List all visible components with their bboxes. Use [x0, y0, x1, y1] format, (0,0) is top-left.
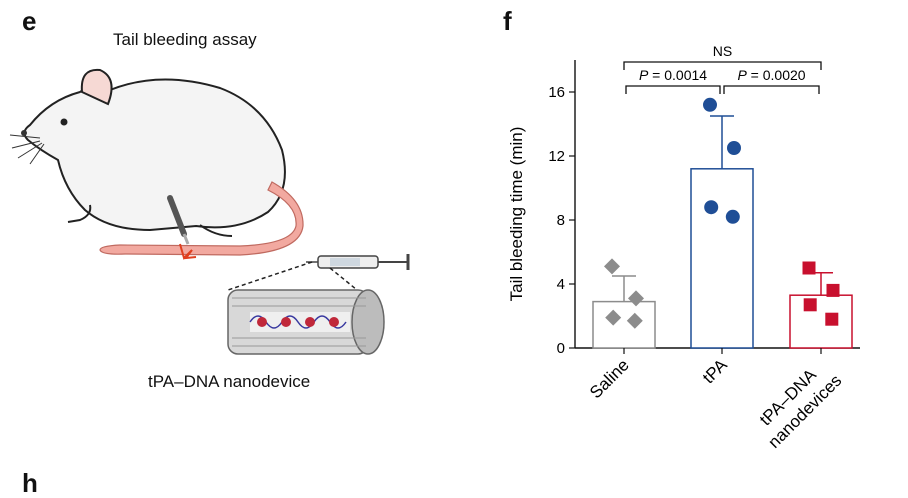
data-point-diamond — [628, 290, 644, 307]
data-point-circle — [727, 141, 741, 155]
panel-letter-h: h — [22, 468, 38, 498]
data-point-diamond — [605, 309, 622, 326]
assay-title: Tail bleeding assay — [113, 30, 257, 49]
data-point-diamond — [626, 312, 643, 329]
x-category-label: tPA–DNAnanodevices — [749, 355, 845, 451]
y-tick-label: 4 — [557, 276, 565, 293]
mouse-illustration — [9, 68, 410, 355]
mouse-eye — [60, 118, 68, 126]
y-tick-label: 16 — [548, 84, 565, 101]
significance-bracket — [723, 85, 820, 94]
y-axis-label: Tail bleeding time (min) — [507, 127, 526, 302]
data-point-circle — [704, 200, 719, 215]
y-tick-label: 8 — [557, 212, 565, 229]
mouse-ear — [80, 68, 113, 106]
y-tick-label: 0 — [557, 340, 565, 357]
significance-label: P = 0.0020 — [737, 67, 805, 83]
mouse-whiskers — [9, 134, 45, 165]
significance-label: P = 0.0014 — [639, 67, 707, 83]
data-point-diamond — [604, 258, 620, 275]
mouse-hind-leg — [199, 224, 233, 237]
mouse-body — [23, 78, 286, 232]
bar-saline — [592, 300, 656, 349]
data-point-square — [802, 261, 816, 275]
y-tick-label: 12 — [548, 148, 565, 165]
mouse-front-leg — [67, 204, 92, 223]
nanodevice-icon — [227, 289, 385, 355]
bar-nanodevice — [789, 294, 853, 349]
syringe-icon — [306, 254, 410, 270]
mouse-nose — [21, 130, 27, 136]
bar-tpa — [690, 168, 754, 349]
data-point-square — [825, 312, 839, 326]
significance-label: NS — [713, 43, 732, 59]
data-point-square — [803, 298, 817, 312]
data-point-circle — [703, 97, 717, 112]
nanodevice-caption: tPA–DNA nanodevice — [148, 372, 311, 391]
bleeding-time-chart: 0 4 8 12 16 Tail bleeding time (min) Saline tPA… — [507, 43, 860, 452]
scalpel-icon — [167, 195, 190, 245]
panel-letter-f: f — [503, 6, 512, 36]
data-point-circle — [725, 209, 740, 224]
x-category-label: Saline — [586, 355, 633, 402]
mouse-tail — [99, 181, 304, 256]
panel-letter-e: e — [22, 6, 37, 36]
x-category-label: tPA — [699, 355, 731, 387]
bleeding-mark — [179, 243, 197, 260]
data-point-square — [826, 283, 840, 297]
significance-bracket — [625, 85, 721, 94]
callout-line-left — [227, 261, 313, 291]
significance-bracket — [623, 61, 822, 70]
